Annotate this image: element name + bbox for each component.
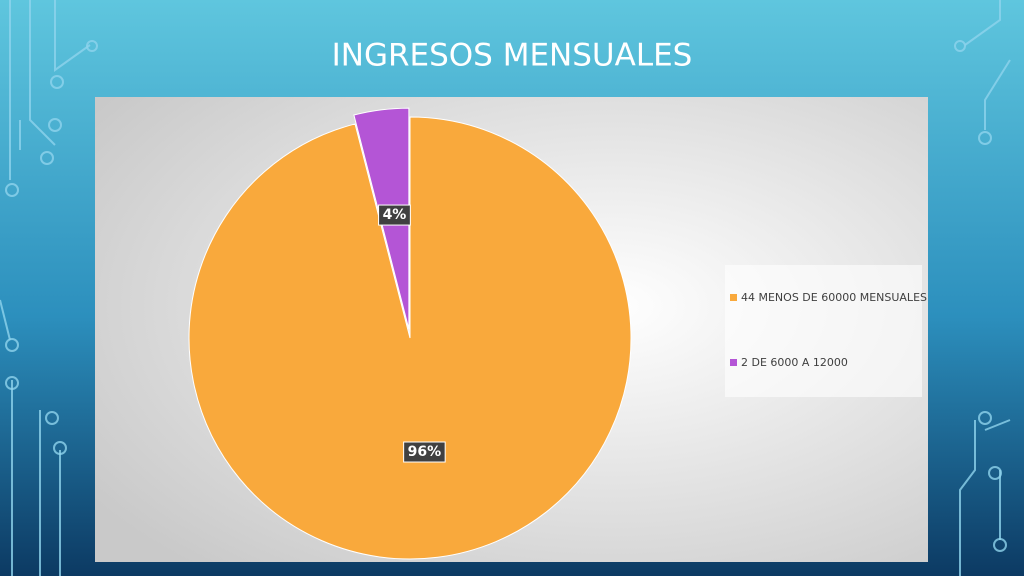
data-label: 4% bbox=[383, 207, 407, 223]
legend-swatch bbox=[730, 359, 737, 366]
legend-swatch bbox=[730, 294, 737, 301]
legend-box bbox=[725, 265, 922, 397]
legend-label: 44 MENOS DE 60000 MENSUALES bbox=[741, 291, 927, 304]
pie-slice bbox=[188, 116, 632, 560]
chart-title: INGRESOS MENSUALES bbox=[332, 38, 693, 74]
data-label-box bbox=[403, 441, 446, 463]
data-label-box bbox=[378, 204, 411, 226]
data-label: 96% bbox=[408, 444, 442, 460]
legend-label: 2 DE 6000 A 12000 bbox=[741, 356, 848, 369]
